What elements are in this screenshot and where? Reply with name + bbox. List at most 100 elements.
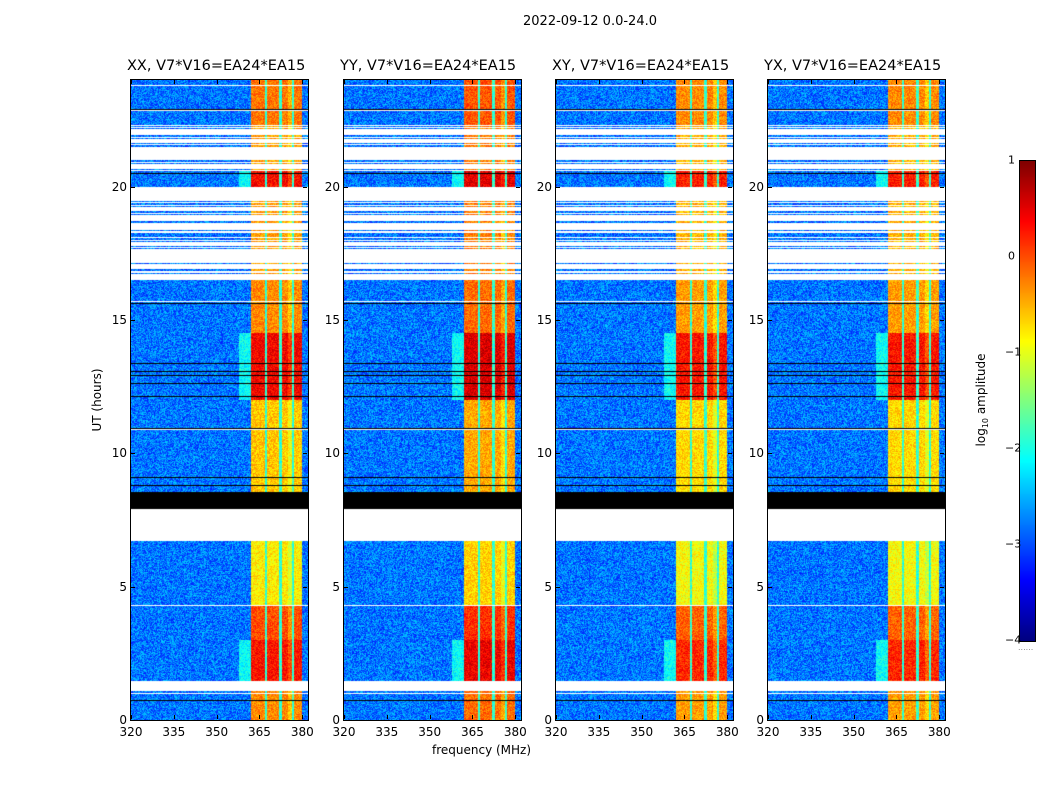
x-tick-mark <box>344 715 345 719</box>
x-axis-label: frequency (MHz) <box>432 743 532 757</box>
x-tick-label: 365 <box>461 725 484 739</box>
colorbar-tick-label: 1 <box>1008 153 1015 167</box>
x-tick-label: 365 <box>673 725 696 739</box>
y-tick-mark <box>344 320 348 321</box>
x-tick-mark <box>684 80 686 84</box>
panel-title: XX, V7*V16=EA24*EA15 <box>127 58 306 74</box>
y-tick-label: 20 <box>536 179 552 194</box>
y-tick-mark <box>728 453 732 455</box>
waterfall-panel-yx: YX, V7*V16=EA24*EA15 0 5 10 15 20 320 335 350 365… <box>749 58 951 739</box>
y-tick-mark <box>303 320 307 321</box>
x-tick-mark <box>810 80 812 84</box>
x-tick-mark <box>598 715 600 719</box>
y-tick-mark <box>940 453 944 455</box>
x-tick-mark <box>131 80 132 84</box>
x-tick-label: 320 <box>756 725 780 739</box>
y-tick-mark <box>556 186 560 188</box>
x-tick-mark <box>810 715 812 719</box>
y-tick-label: 5 <box>119 579 127 594</box>
x-tick-label: 350 <box>630 725 654 739</box>
x-tick-mark <box>556 715 557 719</box>
y-tick-mark <box>516 720 520 721</box>
y-tick-mark <box>940 186 944 188</box>
x-tick-label: 320 <box>544 725 568 739</box>
y-tick-label: 20 <box>324 179 340 194</box>
y-tick-mark <box>516 320 520 321</box>
x-tick-label: 380 <box>290 725 314 739</box>
y-tick-mark <box>940 586 944 588</box>
y-tick-mark <box>303 586 307 588</box>
x-tick-mark <box>259 80 261 84</box>
y-tick-mark <box>728 186 732 188</box>
y-tick-mark <box>556 453 560 455</box>
x-tick-mark <box>472 715 474 719</box>
y-tick-mark <box>940 320 944 321</box>
y-tick-mark <box>768 586 772 588</box>
x-tick-label: 335 <box>162 725 186 739</box>
x-tick-label: 320 <box>332 725 356 739</box>
y-tick-mark <box>728 320 732 321</box>
y-tick-label: 10 <box>111 446 127 461</box>
waterfall-heatmap <box>131 80 308 720</box>
colorbar-label-sub: 10 <box>981 417 991 429</box>
y-tick-mark <box>344 186 348 188</box>
y-tick-mark <box>728 586 732 588</box>
y-tick-mark <box>768 320 772 321</box>
x-tick-mark <box>684 715 686 719</box>
x-tick-label: 380 <box>503 725 527 739</box>
waterfall-panel-xy: XY, V7*V16=EA24*EA15 0 5 10 15 20 320 335 350 365… <box>537 58 739 739</box>
x-tick-mark <box>641 80 643 84</box>
x-tick-label: 350 <box>418 725 442 739</box>
colorbar-tick-label: −2 <box>1005 441 1022 455</box>
y-tick-label: 0 <box>544 713 552 727</box>
colorbar-label-suffix: amplitude <box>973 353 988 418</box>
x-tick-mark <box>556 80 557 84</box>
x-tick-label: 335 <box>799 725 823 739</box>
y-tick-label: 15 <box>748 313 764 327</box>
x-tick-mark <box>727 715 729 719</box>
x-tick-mark <box>173 80 175 84</box>
colorbar-extension-dots: ...... <box>1018 643 1034 652</box>
waterfall-panel-xx: XX, V7*V16=EA24*EA15 0 5 10 15 20 320 335 350 365… <box>112 58 314 739</box>
panel-title: XY, V7*V16=EA24*EA15 <box>552 58 730 74</box>
x-tick-mark <box>853 715 855 719</box>
x-tick-mark <box>259 715 261 719</box>
x-tick-mark <box>939 80 941 84</box>
y-tick-mark <box>344 586 348 588</box>
y-tick-mark <box>303 186 307 188</box>
x-tick-mark <box>768 80 769 84</box>
x-tick-label: 350 <box>205 725 229 739</box>
y-tick-label: 0 <box>119 713 127 727</box>
waterfall-heatmap <box>556 80 733 720</box>
x-tick-label: 365 <box>885 725 908 739</box>
y-tick-label: 10 <box>748 446 764 461</box>
y-tick-mark <box>131 586 135 588</box>
x-tick-label: 365 <box>248 725 271 739</box>
y-tick-label: 20 <box>111 179 127 194</box>
x-tick-mark <box>598 80 600 84</box>
x-tick-label: 380 <box>715 725 739 739</box>
y-axis-label: UT (hours) <box>90 368 104 432</box>
panel-title: YX, V7*V16=EA24*EA15 <box>764 58 942 74</box>
x-tick-mark <box>302 715 304 719</box>
x-tick-mark <box>173 715 175 719</box>
y-tick-mark <box>556 720 560 721</box>
x-tick-mark <box>896 80 898 84</box>
colorbar-tick-label: −3 <box>1005 537 1022 551</box>
y-tick-label: 15 <box>324 313 340 327</box>
x-tick-mark <box>131 715 132 719</box>
y-tick-mark <box>728 720 732 721</box>
y-tick-mark <box>768 186 772 188</box>
y-tick-mark <box>768 453 772 455</box>
y-tick-mark <box>556 320 560 321</box>
y-tick-mark <box>516 586 520 588</box>
x-tick-mark <box>216 715 218 719</box>
y-tick-label: 5 <box>756 579 764 594</box>
x-tick-mark <box>302 80 304 84</box>
y-tick-label: 0 <box>756 713 764 727</box>
colorbar <box>1019 160 1036 642</box>
colorbar-tick-label: 0 <box>1008 249 1015 263</box>
x-tick-mark <box>641 715 643 719</box>
x-tick-mark <box>515 715 517 719</box>
y-tick-mark <box>131 453 135 455</box>
